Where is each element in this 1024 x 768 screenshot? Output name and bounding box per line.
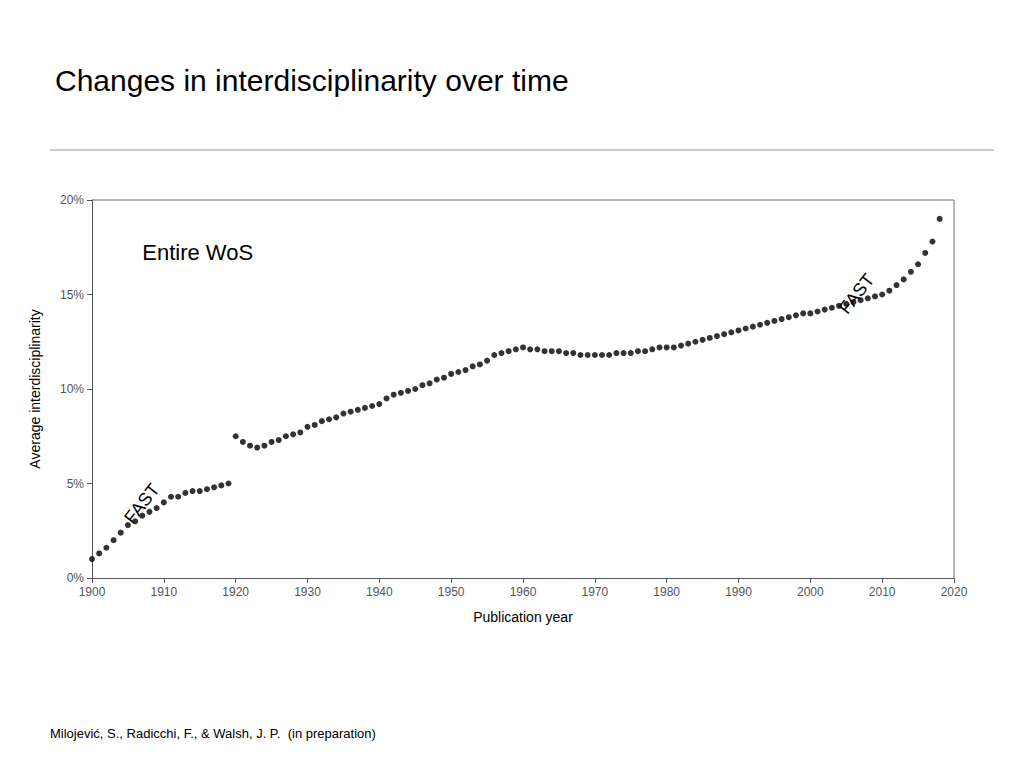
svg-text:Publication year: Publication year bbox=[473, 609, 573, 625]
svg-text:FAST: FAST bbox=[835, 270, 878, 318]
svg-text:1900: 1900 bbox=[79, 585, 106, 599]
svg-text:1950: 1950 bbox=[438, 585, 465, 599]
svg-text:1970: 1970 bbox=[581, 585, 608, 599]
svg-text:1990: 1990 bbox=[725, 585, 752, 599]
svg-text:0%: 0% bbox=[67, 571, 85, 585]
svg-text:Average interdisciplinarity: Average interdisciplinarity bbox=[27, 309, 43, 468]
svg-text:5%: 5% bbox=[67, 477, 85, 491]
svg-text:10%: 10% bbox=[60, 382, 84, 396]
svg-text:2000: 2000 bbox=[797, 585, 824, 599]
svg-text:Entire WoS: Entire WoS bbox=[142, 240, 253, 265]
svg-text:Milojević, S., Radicchi, F., &: Milojević, S., Radicchi, F., & Walsh, J.… bbox=[50, 726, 376, 741]
svg-text:2020: 2020 bbox=[941, 585, 968, 599]
svg-text:1920: 1920 bbox=[222, 585, 249, 599]
svg-text:20%: 20% bbox=[60, 193, 84, 207]
svg-text:2010: 2010 bbox=[869, 585, 896, 599]
svg-text:1940: 1940 bbox=[366, 585, 393, 599]
svg-text:1980: 1980 bbox=[653, 585, 680, 599]
svg-text:15%: 15% bbox=[60, 288, 84, 302]
svg-text:Changes in interdisciplinarity: Changes in interdisciplinarity over time bbox=[55, 64, 569, 97]
svg-text:1930: 1930 bbox=[294, 585, 321, 599]
svg-text:FAST: FAST bbox=[120, 480, 163, 528]
svg-text:1960: 1960 bbox=[510, 585, 537, 599]
svg-text:1910: 1910 bbox=[150, 585, 177, 599]
